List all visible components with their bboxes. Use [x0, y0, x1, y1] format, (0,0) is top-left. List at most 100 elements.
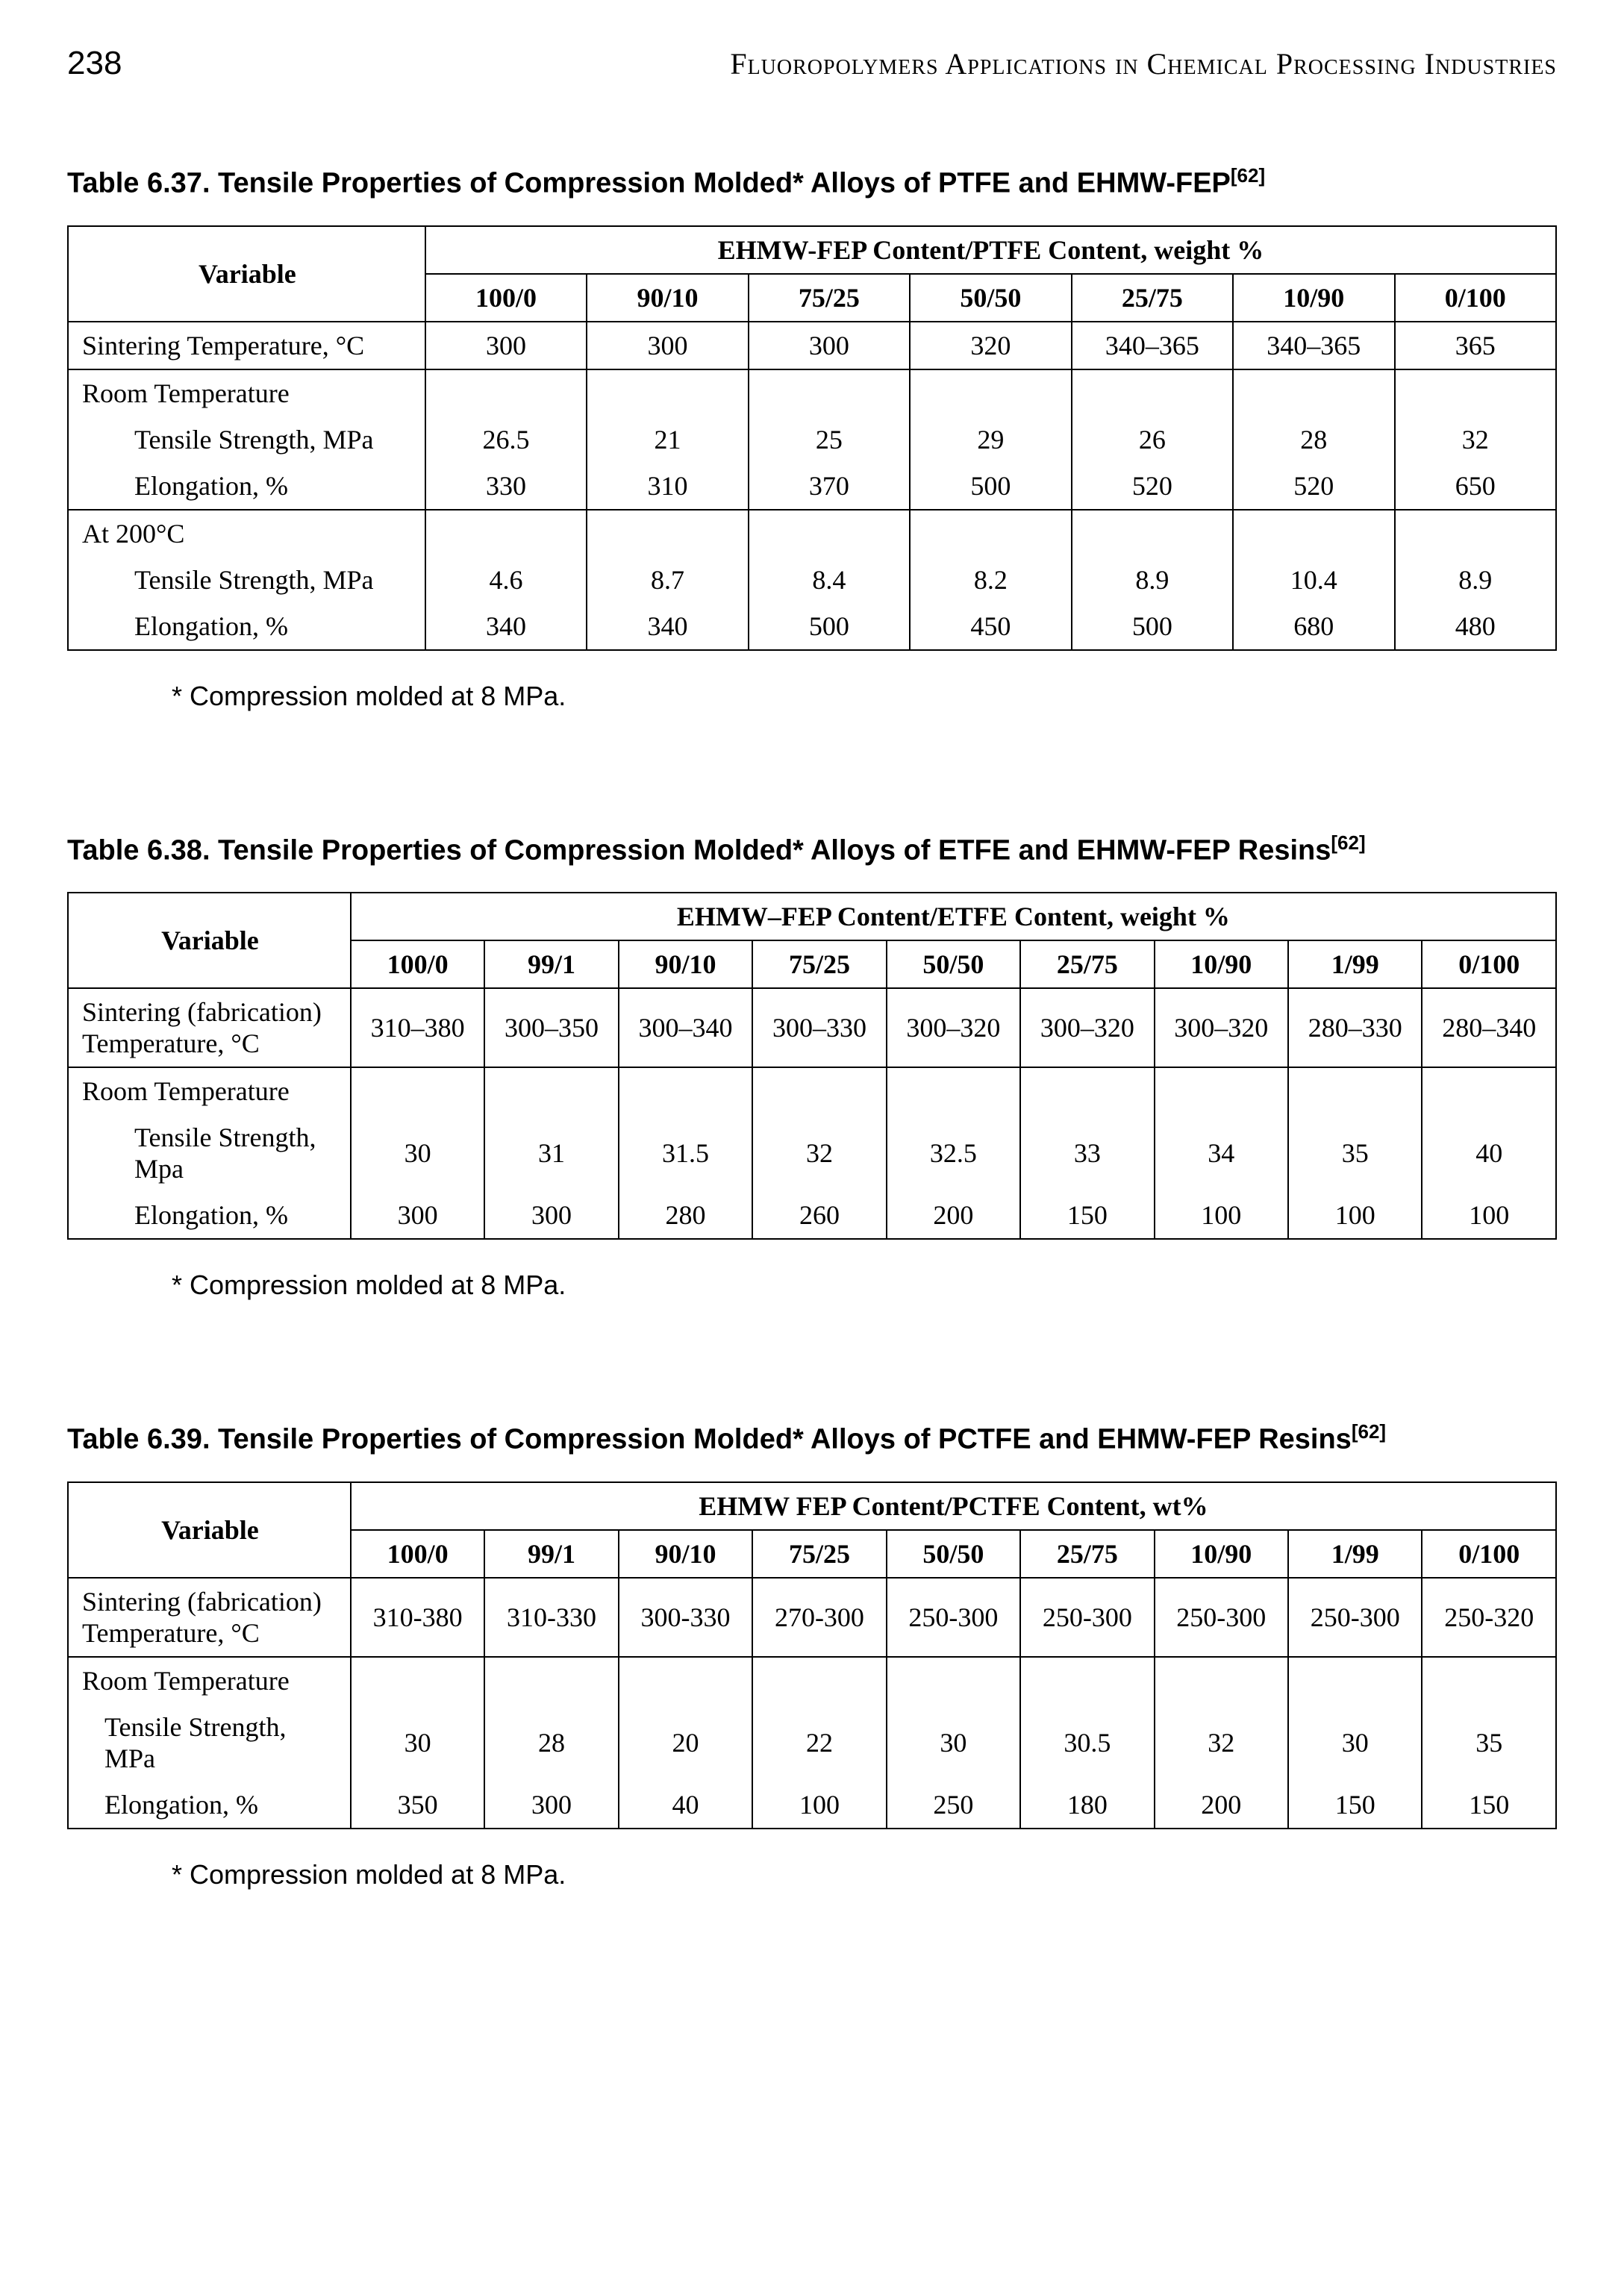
data-cell	[1422, 1067, 1556, 1114]
data-cell: 300	[351, 1192, 484, 1239]
data-cell	[587, 369, 748, 416]
data-cell: 300–350	[484, 988, 618, 1067]
variable-cell: Tensile Strength, MPa	[68, 1704, 351, 1782]
data-cell: 40	[619, 1782, 752, 1829]
page: 238 Fluoropolymers Applications in Chemi…	[0, 0, 1624, 2055]
data-cell: 32	[1395, 416, 1556, 463]
data-cell: 300	[484, 1782, 618, 1829]
data-cell	[425, 369, 587, 416]
column-header: 50/50	[887, 940, 1020, 988]
data-cell: 250-300	[887, 1578, 1020, 1657]
table-639-footnote: * Compression molded at 8 MPa.	[172, 1859, 1557, 1890]
table-637-caption: Table 6.37. Tensile Properties of Compre…	[67, 164, 1557, 200]
data-cell	[887, 1657, 1020, 1704]
table-row: Tensile Strength, MPa26.5212529262832	[68, 416, 1556, 463]
table-row: Elongation, %330310370500520520650	[68, 463, 1556, 510]
data-cell: 33	[1020, 1114, 1154, 1192]
data-cell: 100	[752, 1782, 886, 1829]
table-637-grid: Variable EHMW-FEP Content/PTFE Content, …	[67, 225, 1557, 651]
data-cell: 310-380	[351, 1578, 484, 1657]
table-638-body: Sintering (fabrication) Temperature, °C3…	[68, 988, 1556, 1239]
data-cell: 250-300	[1155, 1578, 1288, 1657]
data-cell: 260	[752, 1192, 886, 1239]
table-638-group-header: EHMW–FEP Content/ETFE Content, weight %	[351, 893, 1556, 940]
data-cell: 30	[351, 1114, 484, 1192]
data-cell: 21	[587, 416, 748, 463]
variable-cell: Tensile Strength, MPa	[68, 557, 425, 603]
column-header: 0/100	[1422, 940, 1556, 988]
data-cell	[1155, 1657, 1288, 1704]
data-cell: 20	[619, 1704, 752, 1782]
table-638-caption-text: Table 6.38. Tensile Properties of Compre…	[67, 834, 1331, 866]
column-header: 100/0	[425, 274, 587, 322]
table-638-footnote: * Compression molded at 8 MPa.	[172, 1270, 1557, 1301]
data-cell: 40	[1422, 1114, 1556, 1192]
variable-cell: Elongation, %	[68, 603, 425, 650]
table-637-footnote: * Compression molded at 8 MPa.	[172, 681, 1557, 712]
data-cell: 31	[484, 1114, 618, 1192]
data-cell: 320	[910, 322, 1071, 369]
table-638-head: Variable EHMW–FEP Content/ETFE Content, …	[68, 893, 1556, 988]
column-header: 1/99	[1288, 940, 1422, 988]
table-row: Tensile Strength, MPa302820223030.532303…	[68, 1704, 1556, 1782]
data-cell: 650	[1395, 463, 1556, 510]
data-cell	[1072, 510, 1233, 557]
table-637-caption-ref: [62]	[1231, 164, 1265, 187]
table-row: Elongation, %35030040100250180200150150	[68, 1782, 1556, 1829]
data-cell: 310	[587, 463, 748, 510]
data-cell: 34	[1155, 1114, 1288, 1192]
column-header: 10/90	[1155, 1530, 1288, 1578]
data-cell	[910, 510, 1071, 557]
data-cell: 100	[1422, 1192, 1556, 1239]
table-638: Table 6.38. Tensile Properties of Compre…	[67, 831, 1557, 1302]
table-row: At 200°C	[68, 510, 1556, 557]
column-header: 90/10	[619, 940, 752, 988]
data-cell: 8.7	[587, 557, 748, 603]
table-637-group-header: EHMW-FEP Content/PTFE Content, weight %	[425, 226, 1556, 274]
data-cell: 340	[425, 603, 587, 650]
data-cell: 200	[887, 1192, 1020, 1239]
data-cell	[752, 1657, 886, 1704]
table-637-caption-text: Table 6.37. Tensile Properties of Compre…	[67, 168, 1231, 199]
data-cell	[1288, 1067, 1422, 1114]
data-cell: 330	[425, 463, 587, 510]
data-cell: 300–340	[619, 988, 752, 1067]
book-title: Fluoropolymers Applications in Chemical …	[730, 46, 1557, 81]
data-cell: 25	[749, 416, 910, 463]
table-638-var-header: Variable	[68, 893, 351, 988]
table-row: Room Temperature	[68, 1067, 1556, 1114]
data-cell: 8.9	[1395, 557, 1556, 603]
data-cell: 4.6	[425, 557, 587, 603]
data-cell: 8.2	[910, 557, 1071, 603]
table-639-caption-text: Table 6.39. Tensile Properties of Compre…	[67, 1424, 1352, 1455]
data-cell: 35	[1422, 1704, 1556, 1782]
data-cell: 32.5	[887, 1114, 1020, 1192]
data-cell: 280	[619, 1192, 752, 1239]
data-cell	[1233, 510, 1394, 557]
table-639-head: Variable EHMW FEP Content/PCTFE Content,…	[68, 1482, 1556, 1578]
data-cell: 150	[1020, 1192, 1154, 1239]
data-cell	[619, 1657, 752, 1704]
data-cell: 370	[749, 463, 910, 510]
data-cell: 250-300	[1020, 1578, 1154, 1657]
data-cell: 680	[1233, 603, 1394, 650]
data-cell	[749, 369, 910, 416]
table-row: Room Temperature	[68, 369, 1556, 416]
table-638-grid: Variable EHMW–FEP Content/ETFE Content, …	[67, 892, 1557, 1240]
table-639-body: Sintering (fabrication) Temperature, °C3…	[68, 1578, 1556, 1829]
data-cell: 26.5	[425, 416, 587, 463]
variable-cell: Tensile Strength, Mpa	[68, 1114, 351, 1192]
table-639-caption-ref: [62]	[1352, 1420, 1386, 1443]
column-header: 99/1	[484, 1530, 618, 1578]
table-638-caption-ref: [62]	[1331, 831, 1365, 854]
data-cell: 100	[1288, 1192, 1422, 1239]
data-cell: 28	[1233, 416, 1394, 463]
column-header: 25/75	[1020, 1530, 1154, 1578]
data-cell: 300	[587, 322, 748, 369]
data-cell	[1288, 1657, 1422, 1704]
data-cell	[587, 510, 748, 557]
data-cell: 520	[1072, 463, 1233, 510]
variable-cell: Sintering Temperature, °C	[68, 322, 425, 369]
variable-cell: Sintering (fabrication) Temperature, °C	[68, 1578, 351, 1657]
column-header: 100/0	[351, 940, 484, 988]
